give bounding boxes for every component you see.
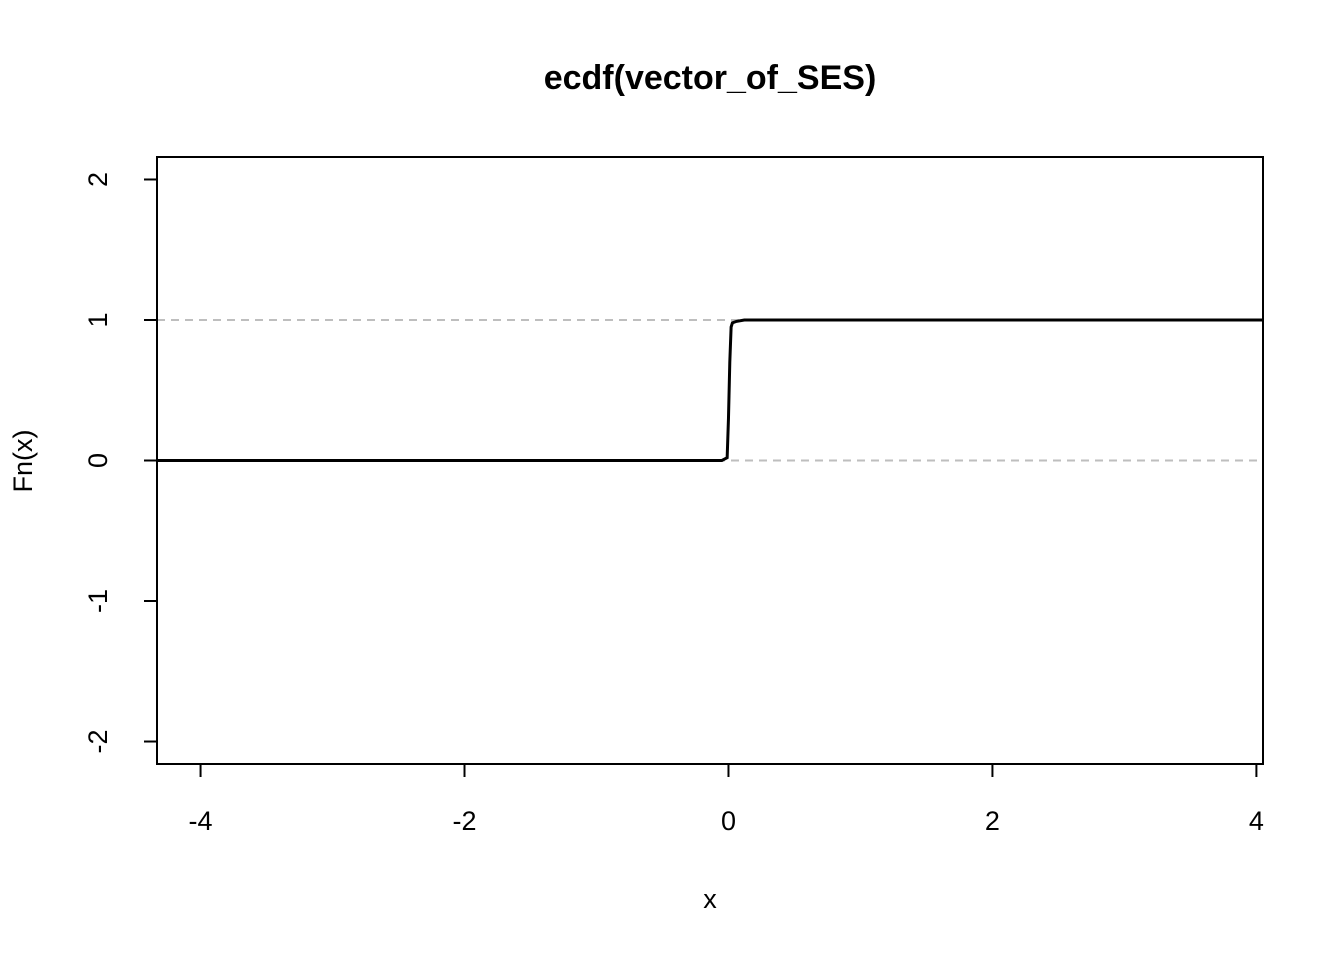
y-tick-label: 0 bbox=[83, 453, 113, 468]
x-tick-label: -2 bbox=[453, 806, 477, 836]
y-tick-label: 1 bbox=[83, 312, 113, 327]
x-tick-label: 2 bbox=[985, 806, 1000, 836]
chart-title: ecdf(vector_of_SES) bbox=[544, 59, 877, 97]
x-tick-label: 0 bbox=[721, 806, 736, 836]
y-axis-label: Fn(x) bbox=[8, 430, 38, 493]
y-tick-label: -1 bbox=[83, 589, 113, 613]
plot-frame bbox=[156, 156, 1264, 765]
y-tick-label: 2 bbox=[83, 172, 113, 187]
x-tick-label: 4 bbox=[1249, 806, 1264, 836]
x-axis-label: x bbox=[703, 884, 717, 914]
x-tick-label: -4 bbox=[189, 806, 213, 836]
y-tick-label: -2 bbox=[83, 730, 113, 754]
series-line bbox=[157, 318, 1263, 462]
